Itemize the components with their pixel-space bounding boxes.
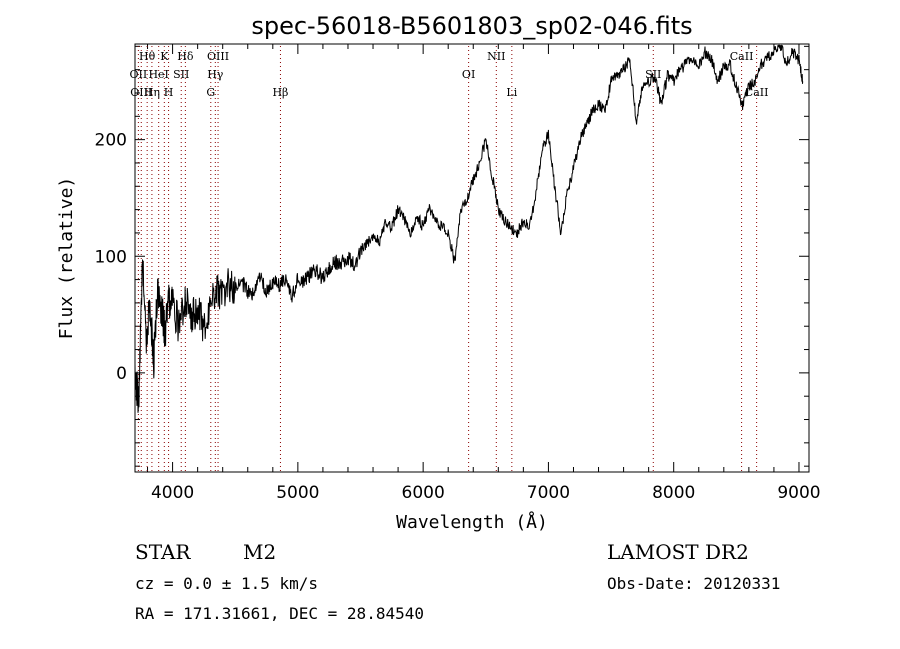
x-axis-label: Wavelength (Å)	[396, 511, 548, 533]
x-tick-label: 4000	[151, 483, 194, 503]
x-tick-label: 8000	[652, 483, 695, 503]
spectrum-line	[134, 44, 804, 413]
redshift-info: cz = 0.0 ± 1.5 km/s	[135, 574, 319, 593]
y-tick-labels: 0 100 200	[95, 131, 127, 384]
spectral-line-label: OIII	[130, 86, 152, 99]
object-class: STAR	[135, 540, 191, 564]
spectral-line-label: Hδ	[177, 50, 194, 63]
spectral-line-label: CaII	[745, 86, 769, 99]
x-tick-label: 7000	[527, 483, 570, 503]
x-tick-label: 5000	[276, 483, 319, 503]
axis-ticks	[135, 44, 809, 472]
spectral-line-label: NII	[487, 50, 505, 63]
spectral-line-markers	[137, 46, 758, 472]
spectral-line-label: Hγ	[207, 68, 224, 81]
spectral-line-label: OI	[462, 68, 475, 81]
y-tick-label: 100	[95, 247, 127, 267]
spectral-line-label: H	[164, 86, 174, 99]
x-tick-label: 6000	[402, 483, 445, 503]
spectral-line-label: HeI	[148, 68, 168, 81]
spectral-line-label: OII	[130, 68, 148, 81]
spectral-line-label: Hη	[144, 86, 160, 99]
y-tick-label: 0	[116, 364, 127, 384]
chart-title: spec-56018-B5601803_sp02-046.fits	[251, 12, 692, 40]
spectral-line-label: SII	[645, 68, 661, 81]
observation-date: Obs-Date: 20120331	[607, 574, 781, 593]
spectral-line-label: K	[160, 50, 169, 63]
x-tick-label: 9000	[777, 483, 820, 503]
spectral-line-label: OIII	[207, 50, 229, 63]
x-tick-labels: 4000 5000 6000 7000 8000 9000	[151, 483, 821, 503]
spectral-line-label: Hβ	[272, 86, 288, 99]
object-subclass: M2	[243, 540, 277, 564]
survey-name: LAMOST DR2	[607, 540, 749, 564]
spectral-line-label: Hθ	[139, 50, 156, 63]
spectral-line-label: CaII	[730, 50, 754, 63]
plot-frame	[134, 43, 810, 473]
spectral-line-label: SII	[173, 68, 189, 81]
spectral-line-labels: Hθ OII OIII K HeI Hη Hδ SII H OIII Hγ G Hβ OI NII Li SII…	[130, 50, 769, 99]
spectral-line-label: G	[206, 86, 215, 99]
y-tick-label: 200	[95, 131, 127, 151]
spectral-line-label: Li	[506, 86, 517, 99]
coordinates-info: RA = 171.31661, DEC = 28.84540	[135, 604, 424, 623]
y-axis-label: Flux (relative)	[56, 177, 77, 340]
